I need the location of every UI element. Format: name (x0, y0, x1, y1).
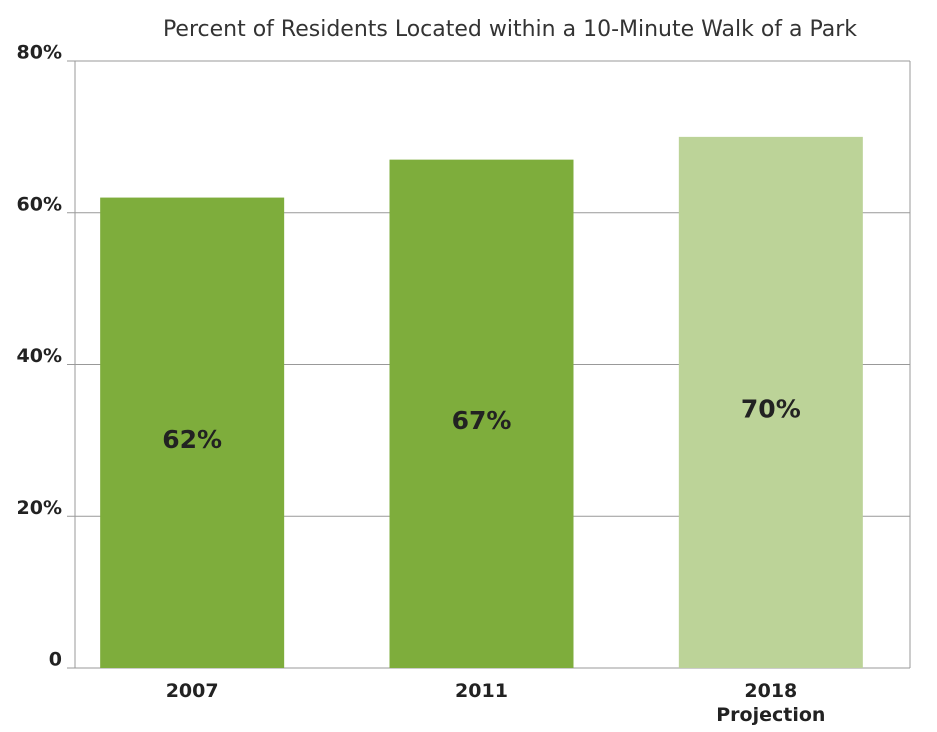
x-tick-label: 2011 (455, 680, 508, 702)
chart-title: Percent of Residents Located within a 10… (163, 17, 857, 42)
bar (389, 159, 574, 668)
data-label: 67% (452, 406, 512, 435)
y-tick-label: 20% (17, 497, 62, 519)
bar (678, 136, 863, 668)
y-tick-label: 0 (49, 649, 62, 671)
data-label: 62% (162, 425, 222, 454)
x-tick-label: 2007 (165, 680, 219, 702)
x-tick-label: 2018 Projection (716, 680, 826, 726)
bar (100, 197, 285, 668)
y-tick-label: 80% (17, 42, 62, 64)
y-tick-label: 40% (17, 345, 62, 367)
data-label: 70% (741, 394, 801, 423)
y-tick-label: 60% (17, 193, 62, 215)
